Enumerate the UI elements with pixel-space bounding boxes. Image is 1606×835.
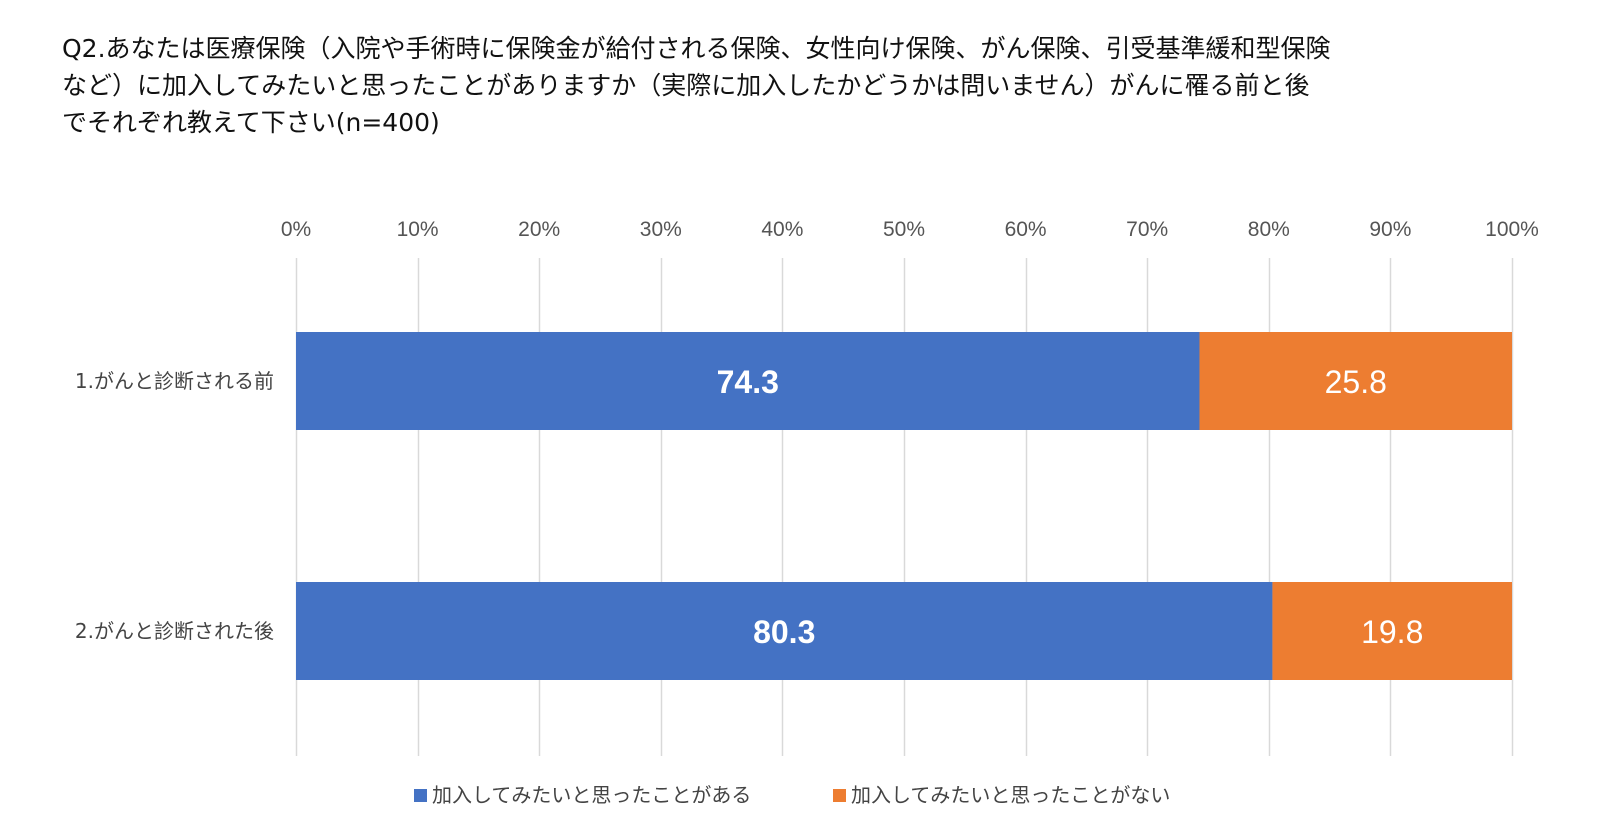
x-tick-label: 30% [640,218,682,241]
data-label: 25.8 [1325,364,1387,400]
legend: 加入してみたいと思ったことがある 加入してみたいと思ったことがない [414,783,1170,807]
x-axis-ticks: 0% 10% 20% 30% 40% 50% 60% 70% 80% 90% 100% [281,218,1539,241]
legend-swatch [833,789,846,802]
bars [296,332,1512,680]
data-label: 80.3 [753,614,815,650]
x-tick-label: 90% [1369,218,1411,241]
category-labels: 1.がんと診断される前 2.がんと診断された後 [75,369,274,643]
x-tick-label: 20% [518,218,560,241]
data-label: 19.8 [1361,614,1423,650]
x-tick-label: 50% [883,218,925,241]
bar-segment [296,332,1200,430]
x-tick-label: 100% [1485,218,1539,241]
x-tick-label: 60% [1005,218,1047,241]
x-tick-label: 70% [1126,218,1168,241]
x-tick-label: 10% [397,218,439,241]
chart-title-line-1: Q2.あなたは医療保険（入院や手術時に保険金が給付される保険、女性向け保険、がん… [62,34,1331,63]
x-tick-label: 80% [1248,218,1290,241]
x-tick-label: 0% [281,218,311,241]
category-label: 1.がんと診断される前 [75,369,274,393]
chart-title-line-3: でそれぞれ教えて下さい(n=400) [62,108,440,137]
legend-label: 加入してみたいと思ったことがない [851,783,1170,807]
chart-title: Q2.あなたは医療保険（入院や手術時に保険金が給付される保険、女性向け保険、がん… [62,30,1502,141]
x-tick-label: 40% [761,218,803,241]
bar-segment [1199,332,1512,430]
category-label: 2.がんと診断された後 [75,619,274,643]
data-label: 74.3 [717,364,779,400]
legend-swatch [414,789,427,802]
bar-segment [296,582,1273,680]
data-labels: 74.3 25.8 80.3 19.8 [717,364,1424,650]
chart-title-line-2: など）に加入してみたいと思ったことがありますか（実際に加入したかどうかは問いませ… [62,71,1310,100]
bar-segment [1272,582,1512,680]
legend-label: 加入してみたいと思ったことがある [432,783,751,807]
